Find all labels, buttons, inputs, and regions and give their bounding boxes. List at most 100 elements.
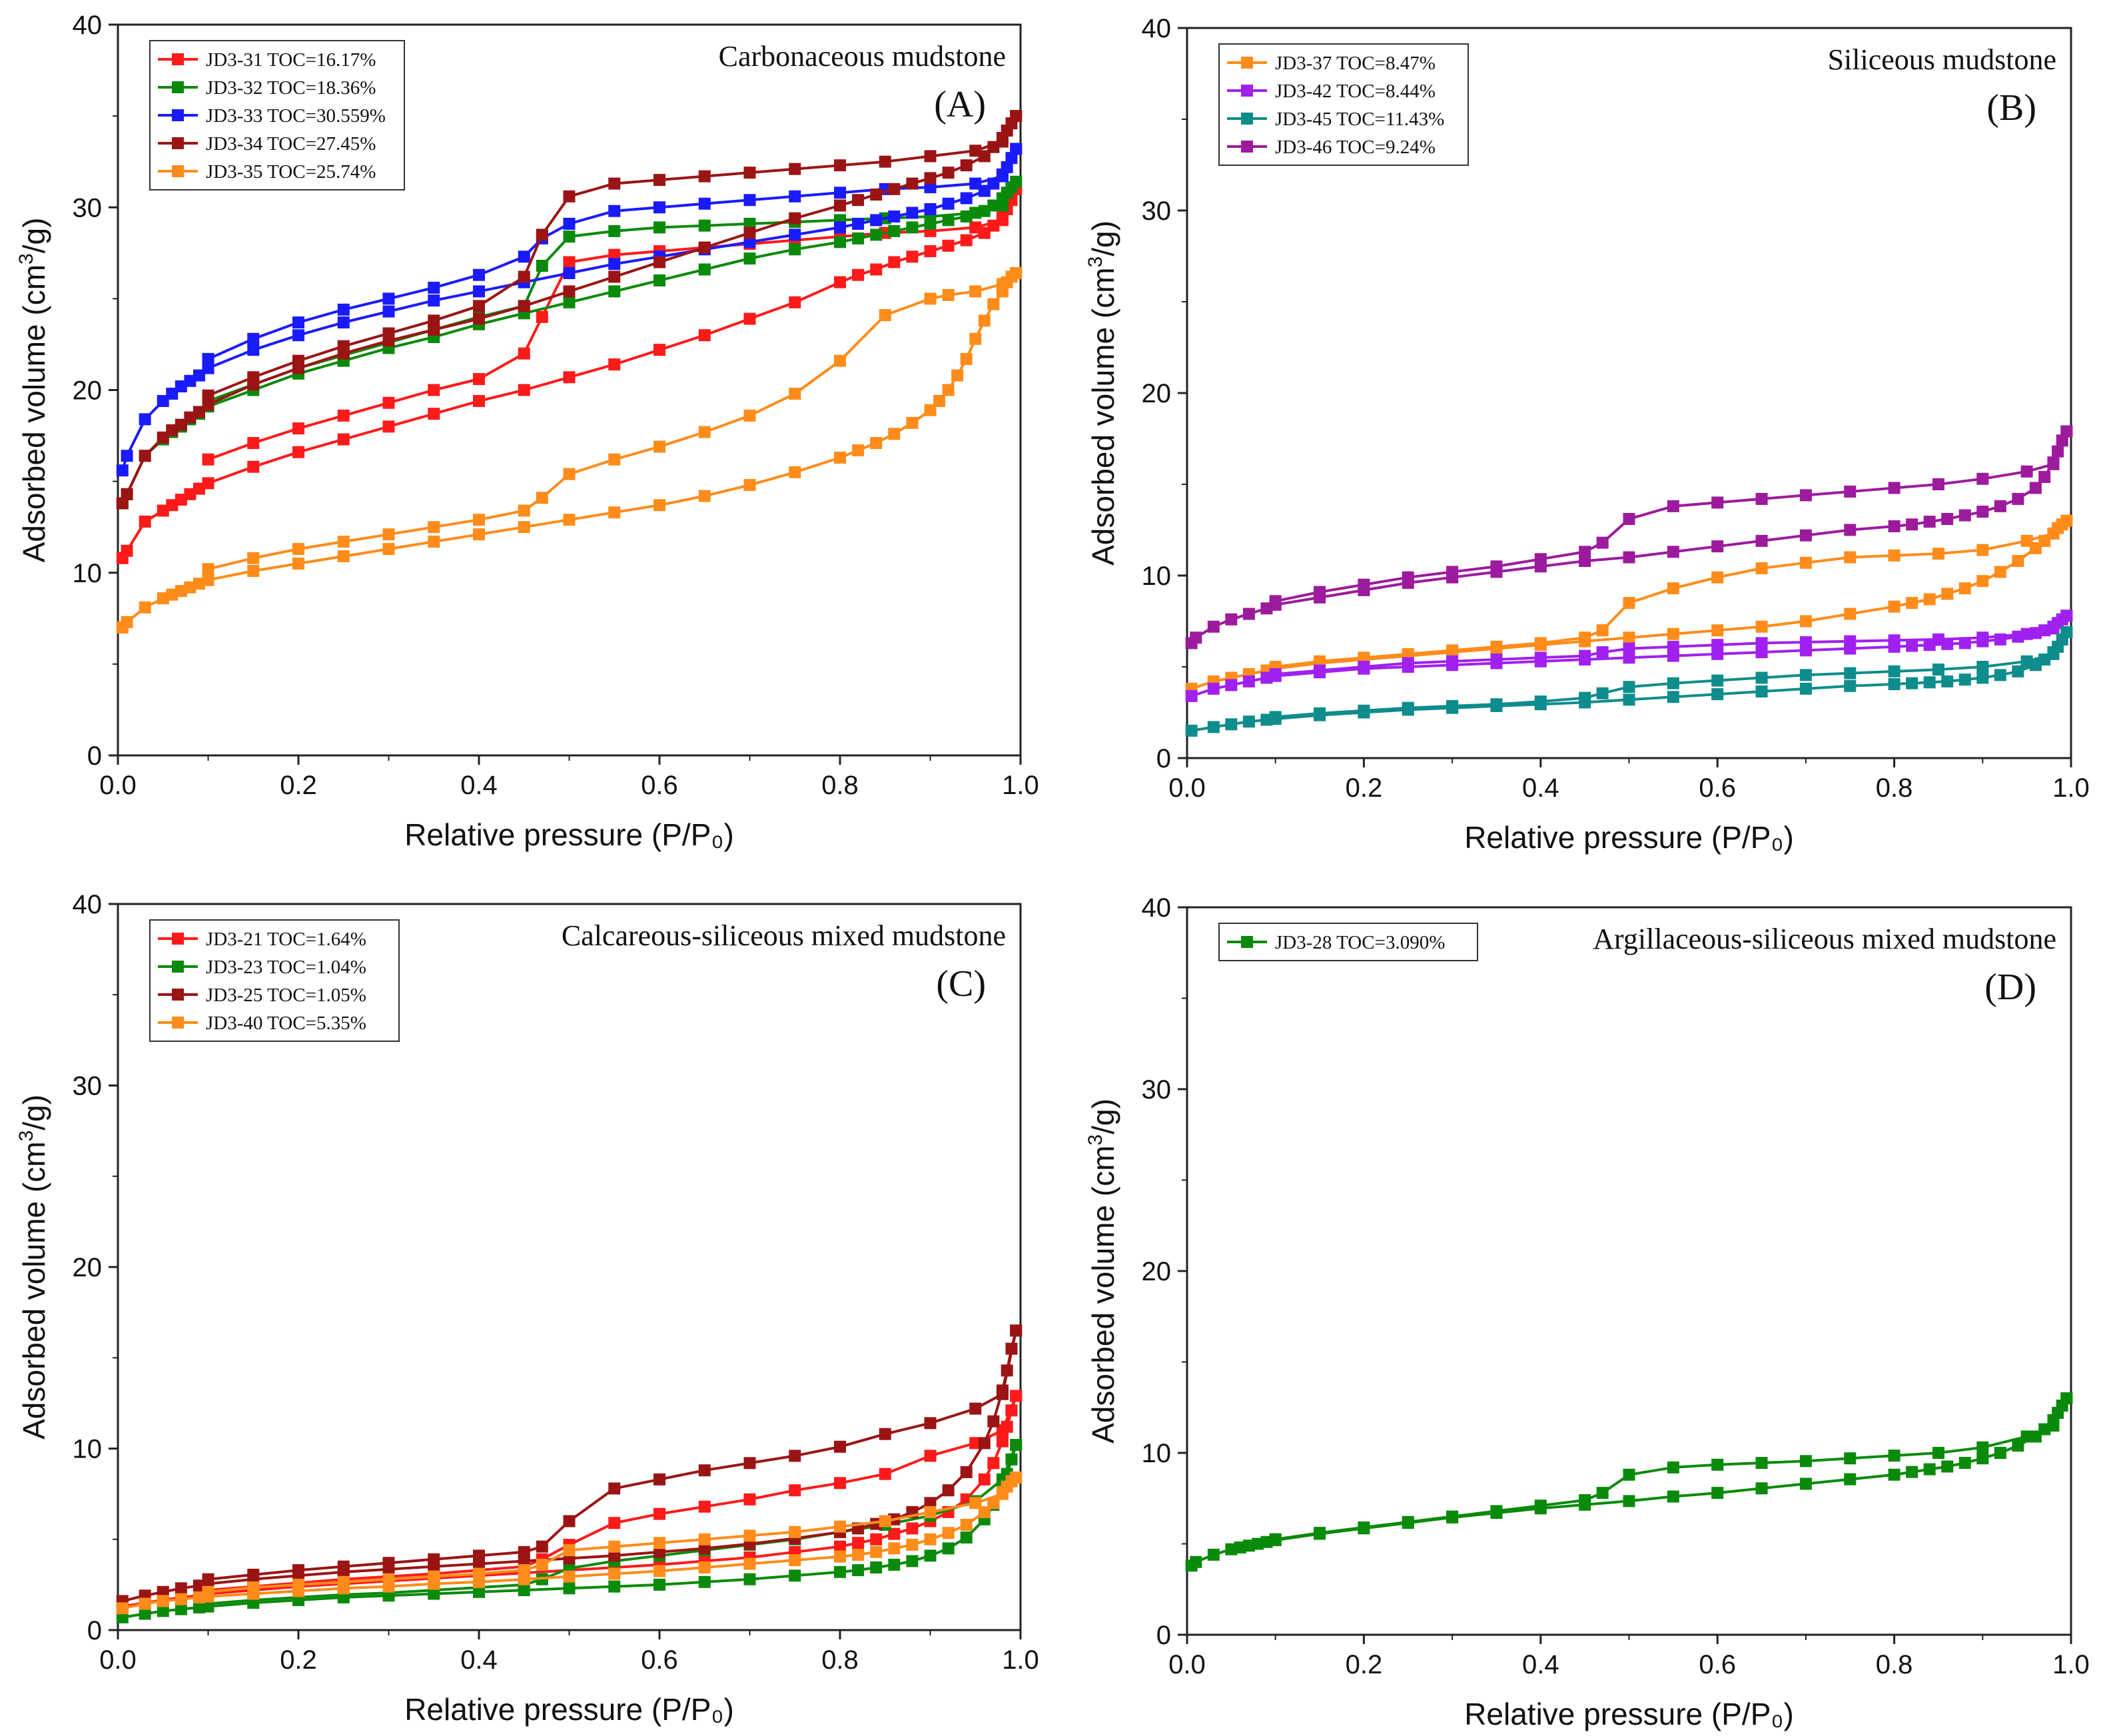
adsorption-point [157, 592, 169, 605]
desorption-point [292, 1578, 304, 1591]
x-tick-label: 0.4 [460, 1645, 498, 1675]
adsorption-point [1976, 506, 1989, 518]
adsorption-point [1906, 1466, 1918, 1478]
adsorption-point [166, 588, 179, 601]
adsorption-point [1923, 676, 1936, 689]
adsorption-point [1799, 682, 1812, 695]
desorption-point [1799, 1455, 1812, 1468]
adsorption-point [924, 203, 937, 215]
adsorption-point [247, 460, 260, 473]
desorption-point [428, 1553, 440, 1565]
adsorption-point [1190, 632, 1202, 644]
adsorption-point [2056, 434, 2068, 447]
adsorption-point [1844, 1473, 1857, 1486]
desorption-point [834, 1520, 846, 1533]
x-axis-label: Relative pressure (P/P₀) [404, 817, 734, 852]
adsorption-point [870, 228, 883, 241]
y-axis-label: Adsorbed volume (cm3/g) [15, 218, 51, 563]
adsorption-point [960, 159, 973, 172]
adsorption-point [1976, 575, 1989, 588]
desorption-point [1844, 551, 1857, 564]
adsorption-point [292, 558, 304, 570]
desorption-point [1402, 657, 1414, 669]
desorption-point [2047, 458, 2060, 470]
adsorption-point [563, 296, 576, 308]
adsorption-point [121, 544, 133, 557]
adsorption-point [1005, 152, 1018, 165]
adsorption-point [1941, 675, 1954, 687]
desorption-point [608, 248, 621, 261]
desorption-point [1579, 546, 1591, 558]
adsorption-point [1755, 1482, 1768, 1495]
desorption-point [2060, 425, 2073, 438]
series-jd3-35 [116, 266, 1023, 634]
desorption-point [1534, 637, 1547, 650]
adsorption-point [175, 418, 187, 431]
adsorption-point [1958, 673, 1971, 686]
desorption-point [743, 1529, 756, 1542]
desorption-point [1932, 478, 1944, 490]
adsorption-point [653, 344, 665, 356]
desorption-point [2020, 628, 2033, 640]
desorption-point [1711, 571, 1724, 584]
adsorption-point [166, 424, 179, 436]
desorption-point [789, 1450, 801, 1462]
adsorption-point [608, 1549, 621, 1562]
adsorption-point [1994, 566, 2006, 578]
x-tick-label: 0.6 [1699, 773, 1736, 803]
desorption-point [247, 437, 260, 450]
adsorption-point [1623, 632, 1635, 644]
desorption-point [382, 292, 395, 305]
adsorption-point [960, 1518, 973, 1531]
desorption-point [1269, 1533, 1282, 1545]
adsorption-point [987, 199, 1000, 212]
desorption-point [1623, 513, 1635, 526]
adsorption-point [870, 1561, 883, 1573]
adsorption-point [852, 268, 865, 281]
desorption-point [382, 528, 395, 541]
adsorption-point [1923, 593, 1936, 606]
desorption-point [1888, 549, 1900, 562]
desorption-point [1314, 1527, 1326, 1539]
desorption-point [608, 224, 621, 237]
desorption-point [924, 181, 937, 194]
x-tick-label: 0.8 [821, 1645, 859, 1675]
desorption-point [1490, 653, 1503, 666]
adsorption-point [157, 504, 169, 517]
adsorption-point [960, 1531, 973, 1544]
desorption-point [1596, 646, 1609, 659]
desorption-point [473, 300, 485, 312]
desorption-point [1010, 143, 1023, 155]
adsorption-point [789, 212, 801, 224]
desorption-point [1844, 667, 1857, 679]
panel-label: (D) [1984, 967, 2036, 1008]
y-tick-label: 20 [73, 1253, 103, 1282]
desorption-point [247, 371, 260, 384]
adsorption-point [1906, 640, 1918, 652]
desorption-point [653, 1508, 665, 1520]
adsorption-point [139, 1607, 151, 1620]
adsorption-point [193, 578, 205, 590]
adsorption-point [698, 1542, 711, 1555]
adsorption-point [1225, 613, 1238, 626]
adsorption-point [116, 1611, 129, 1623]
desorption-point [653, 174, 665, 187]
legend: JD3-37 TOC=8.47% JD3-42 TOC=8.44% JD3-45 T… [1218, 43, 1469, 166]
adsorption-point [960, 210, 973, 222]
desorption-point [2047, 648, 2060, 660]
adsorption-point [1923, 1463, 1936, 1476]
legend-entry: JD3-28 TOC=3.090% [1275, 932, 1445, 953]
series-jd3-34 [116, 110, 1023, 510]
desorption-point [879, 1428, 891, 1440]
adsorption-point [1958, 582, 1971, 595]
desorption-point [1976, 472, 1989, 485]
adsorption-point [202, 574, 214, 586]
adsorption-point [698, 1561, 711, 1573]
desorption-point [1932, 548, 1944, 560]
adsorption-point [1906, 597, 1918, 610]
adsorption-point [1844, 679, 1857, 692]
desorption-point [202, 453, 214, 466]
desorption-point [1579, 650, 1591, 662]
adsorption-point [518, 384, 530, 396]
